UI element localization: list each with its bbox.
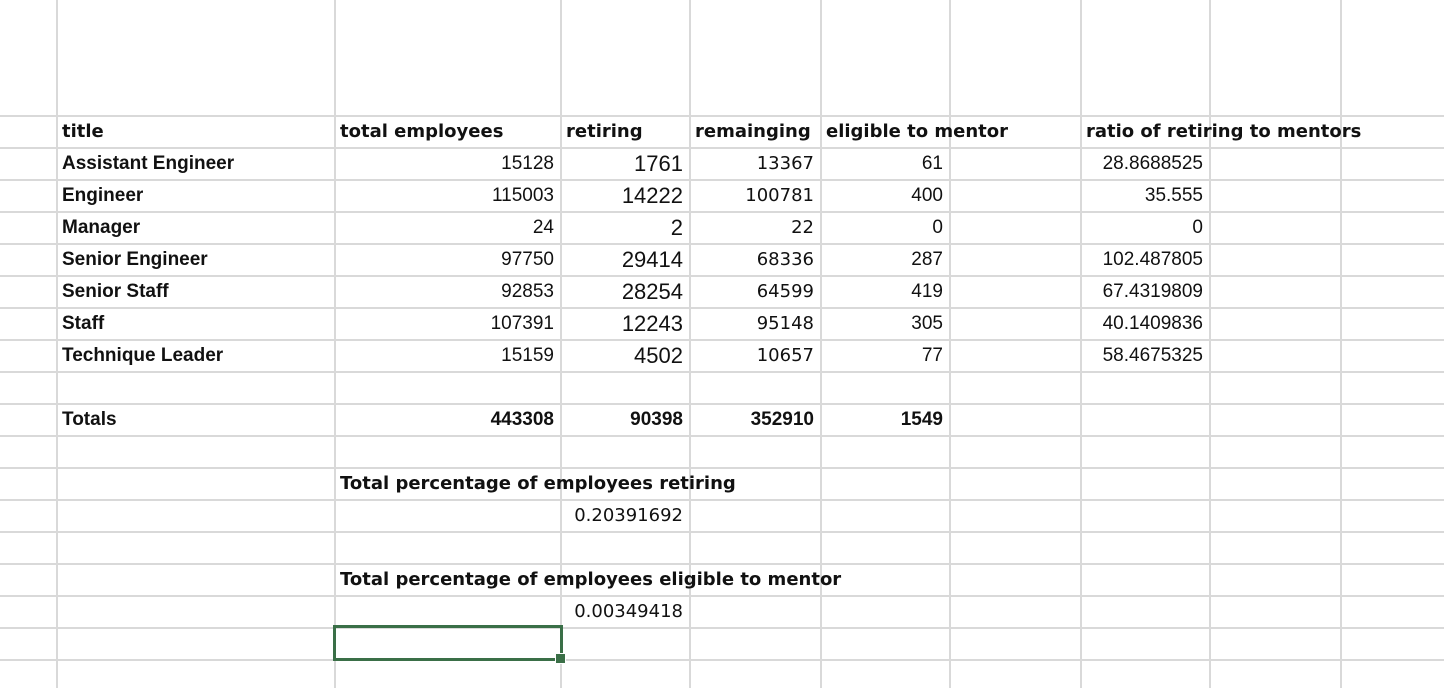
mentor-percentage-label[interactable]: Total percentage of employees eligible t… — [340, 569, 842, 590]
fill-handle[interactable] — [555, 653, 566, 664]
retiring-percentage-label[interactable]: Total percentage of employees retiring — [340, 473, 736, 494]
row-total-employees[interactable]: 115003 — [492, 185, 554, 206]
row-retiring[interactable]: 1761 — [634, 151, 683, 176]
row-gridline — [0, 403, 1444, 405]
header-title[interactable]: title — [62, 121, 104, 142]
row-title[interactable]: Senior Staff — [62, 281, 169, 302]
row-ratio[interactable]: 40.1409836 — [1102, 313, 1203, 334]
row-gridline — [0, 595, 1444, 597]
row-remaining[interactable]: 22 — [791, 217, 814, 238]
selected-cell[interactable] — [333, 625, 566, 664]
row-gridline — [0, 499, 1444, 501]
totals-total-employees[interactable]: 443308 — [490, 409, 554, 430]
row-eligible[interactable]: 61 — [921, 153, 943, 174]
row-retiring[interactable]: 14222 — [621, 183, 683, 208]
retiring-percentage-value[interactable]: 0.20391692 — [574, 505, 683, 526]
header-retiring[interactable]: retiring — [566, 121, 643, 142]
column-gridline — [560, 0, 562, 688]
row-gridline — [0, 563, 1444, 565]
row-title[interactable]: Senior Engineer — [62, 249, 208, 270]
row-remaining[interactable]: 100781 — [745, 185, 814, 206]
row-remaining[interactable]: 10657 — [756, 345, 814, 366]
row-ratio[interactable]: 58.4675325 — [1102, 345, 1203, 366]
header-eligible-to-mentor[interactable]: eligible to mentor — [826, 121, 1008, 142]
row-eligible[interactable]: 0 — [932, 217, 943, 238]
mentor-percentage-value[interactable]: 0.00349418 — [574, 601, 683, 622]
row-total-employees[interactable]: 92853 — [501, 281, 554, 302]
row-gridline — [0, 147, 1444, 149]
row-remaining[interactable]: 64599 — [756, 281, 814, 302]
row-total-employees[interactable]: 15159 — [501, 345, 554, 366]
row-gridline — [0, 115, 1444, 117]
row-title[interactable]: Engineer — [62, 185, 144, 206]
row-title[interactable]: Staff — [62, 313, 105, 334]
header-remaining[interactable]: remainging — [695, 121, 811, 142]
row-gridline — [0, 467, 1444, 469]
row-total-employees[interactable]: 15128 — [501, 153, 554, 174]
row-retiring[interactable]: 28254 — [621, 279, 683, 304]
row-eligible[interactable]: 305 — [911, 313, 943, 334]
row-gridline — [0, 659, 1444, 661]
row-gridline — [0, 179, 1444, 181]
row-eligible[interactable]: 419 — [911, 281, 943, 302]
row-ratio[interactable]: 67.4319809 — [1102, 281, 1203, 302]
row-ratio[interactable]: 35.555 — [1144, 185, 1203, 206]
row-remaining[interactable]: 68336 — [756, 249, 814, 270]
row-retiring[interactable]: 2 — [670, 215, 683, 240]
row-gridline — [0, 307, 1444, 309]
header-total-employees[interactable]: total employees — [340, 121, 504, 142]
column-gridline — [949, 0, 951, 688]
column-gridline — [820, 0, 822, 688]
totals-remaining[interactable]: 352910 — [750, 409, 814, 430]
row-eligible[interactable]: 77 — [921, 345, 943, 366]
row-eligible[interactable]: 287 — [911, 249, 943, 270]
row-gridline — [0, 339, 1444, 341]
totals-eligible[interactable]: 1549 — [900, 409, 943, 430]
row-remaining[interactable]: 13367 — [756, 153, 814, 174]
row-retiring[interactable]: 29414 — [621, 247, 683, 272]
row-total-employees[interactable]: 97750 — [501, 249, 554, 270]
totals-retiring[interactable]: 90398 — [630, 409, 683, 430]
row-retiring[interactable]: 4502 — [634, 343, 683, 368]
row-retiring[interactable]: 12243 — [621, 311, 683, 336]
column-gridline — [689, 0, 691, 688]
column-gridline — [1209, 0, 1211, 688]
row-gridline — [0, 275, 1444, 277]
totals-label[interactable]: Totals — [62, 409, 117, 430]
row-total-employees[interactable]: 107391 — [490, 313, 554, 334]
row-gridline — [0, 531, 1444, 533]
row-ratio[interactable]: 102.487805 — [1102, 249, 1203, 270]
row-title[interactable]: Manager — [62, 217, 141, 238]
header-ratio[interactable]: ratio of retiring to mentors — [1086, 121, 1362, 142]
row-total-employees[interactable]: 24 — [532, 217, 554, 238]
row-remaining[interactable]: 95148 — [756, 313, 814, 334]
column-gridline — [1340, 0, 1342, 688]
row-gridline — [0, 627, 1444, 629]
row-ratio[interactable]: 28.8688525 — [1102, 153, 1203, 174]
row-title[interactable]: Technique Leader — [62, 345, 224, 366]
row-eligible[interactable]: 400 — [911, 185, 943, 206]
row-gridline — [0, 211, 1444, 213]
column-gridline — [56, 0, 58, 688]
row-title[interactable]: Assistant Engineer — [62, 153, 235, 174]
row-ratio[interactable]: 0 — [1192, 217, 1203, 238]
column-gridline — [334, 0, 336, 688]
row-gridline — [0, 243, 1444, 245]
row-gridline — [0, 435, 1444, 437]
column-gridline — [1080, 0, 1082, 688]
row-gridline — [0, 371, 1444, 373]
